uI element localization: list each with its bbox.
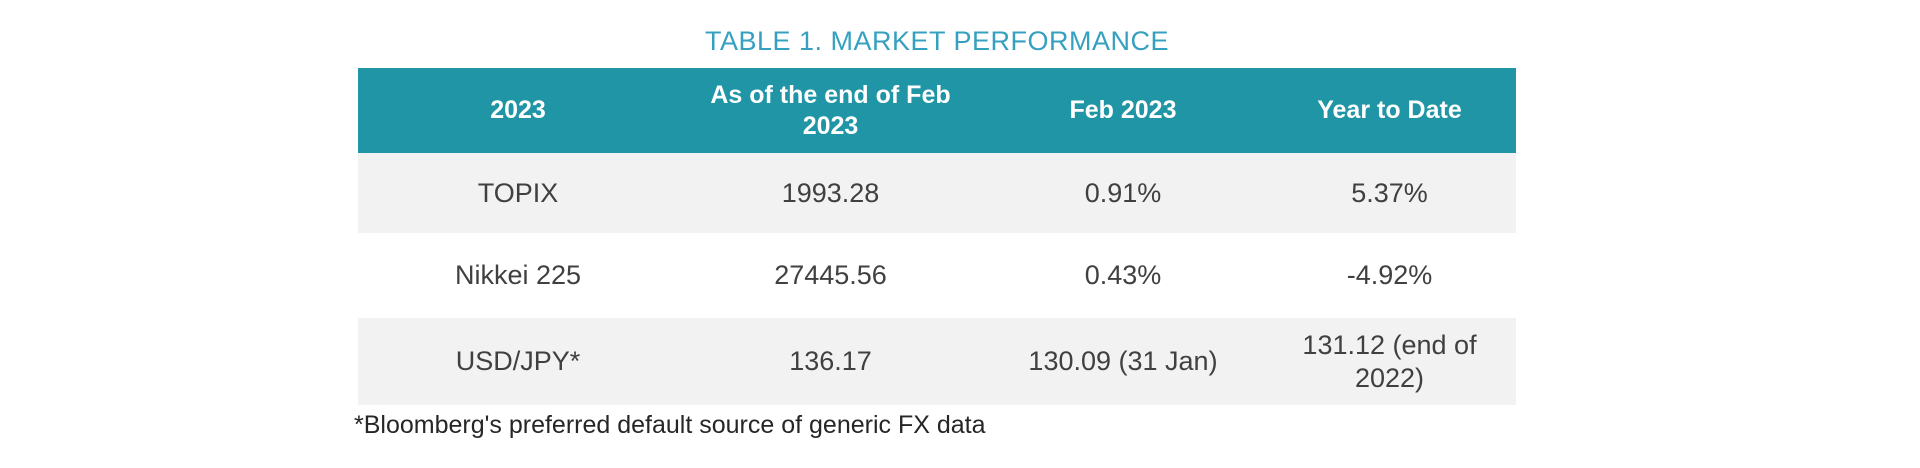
- feb-change-value: 130.09 (31 Jan): [1028, 346, 1218, 376]
- value-cell: 5.37%: [1263, 153, 1516, 233]
- table-header-row: 2023 As of the end of Feb 2023 Feb 2023 …: [358, 68, 1516, 153]
- feb-change-value: 0.43%: [1084, 260, 1162, 290]
- value-cell: 0.91%: [983, 153, 1263, 233]
- end-of-feb-value: 1993.28: [781, 177, 880, 208]
- column-header-label: Feb 2023: [1069, 96, 1177, 124]
- row-label-cell: TOPIX: [358, 153, 678, 233]
- table-row-topix: TOPIX 1993.28 0.91% 5.37%: [358, 153, 1516, 233]
- value-cell: -4.92%: [1263, 233, 1516, 318]
- table-row-nikkei-225: Nikkei 225 27445.56 0.43% -4.92%: [358, 233, 1516, 318]
- column-header-label: As of the end of Feb 2023: [710, 80, 951, 140]
- table-row-usd-jpy: USD/JPY* 136.17 130.09 (31 Jan) 131.12 (…: [358, 318, 1516, 405]
- column-header-as-of-end-feb: As of the end of Feb 2023: [678, 68, 983, 153]
- column-header-label: Year to Date: [1317, 96, 1462, 124]
- instrument-name: TOPIX: [477, 177, 559, 208]
- row-label-cell: Nikkei 225: [358, 233, 678, 318]
- value-cell: 1993.28: [678, 153, 983, 233]
- instrument-name: USD/JPY*: [455, 346, 581, 376]
- value-cell: 131.12 (end of 2022): [1263, 318, 1516, 405]
- feb-change-value: 0.91%: [1084, 177, 1162, 208]
- value-cell: 27445.56: [678, 233, 983, 318]
- ytd-value: 5.37%: [1351, 177, 1428, 208]
- column-header-feb-2023: Feb 2023: [983, 68, 1263, 153]
- row-label-cell: USD/JPY*: [358, 318, 678, 405]
- table-title: TABLE 1. MARKET PERFORMANCE: [704, 26, 1170, 56]
- footnote: *Bloomberg's preferred default source of…: [354, 411, 986, 439]
- instrument-name: Nikkei 225: [454, 260, 582, 290]
- ytd-value: -4.92%: [1346, 260, 1433, 290]
- end-of-feb-value: 27445.56: [774, 260, 887, 290]
- column-header-year-to-date: Year to Date: [1263, 68, 1516, 153]
- end-of-feb-value: 136.17: [789, 346, 872, 376]
- column-header-label: 2023: [490, 96, 546, 124]
- value-cell: 136.17: [678, 318, 983, 405]
- value-cell: 130.09 (31 Jan): [983, 318, 1263, 405]
- market-performance-table: 2023 As of the end of Feb 2023 Feb 2023 …: [358, 68, 1516, 405]
- column-header-2023: 2023: [358, 68, 678, 153]
- value-cell: 0.43%: [983, 233, 1263, 318]
- ytd-value: 131.12 (end of 2022): [1302, 329, 1477, 393]
